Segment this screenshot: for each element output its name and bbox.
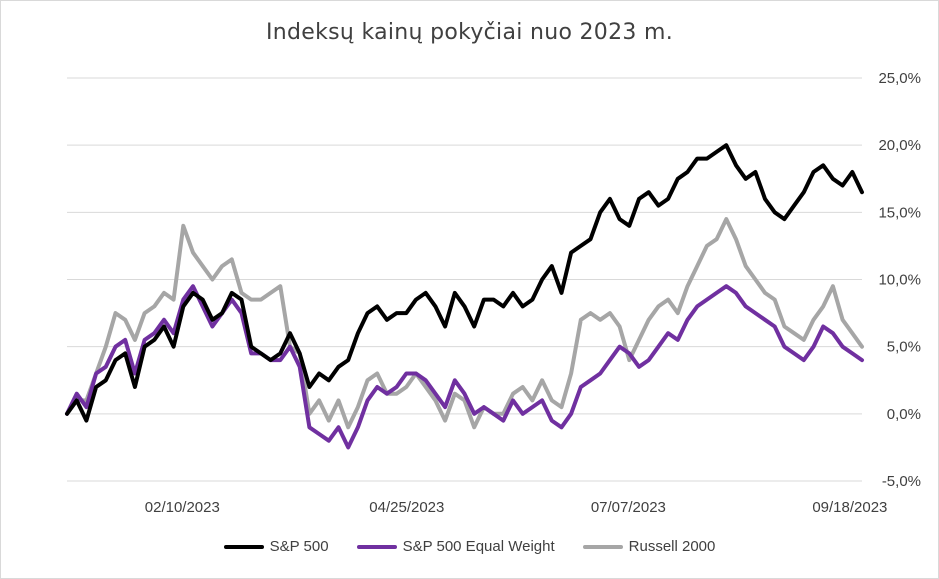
series-line-2 bbox=[65, 217, 864, 430]
x-axis-ticks: 02/10/2023 04/25/2023 07/07/2023 09/18/2023 bbox=[145, 499, 888, 516]
legend-swatch-sp500-ew bbox=[356, 544, 397, 549]
x-tick-label: 02/10/2023 bbox=[145, 499, 220, 516]
y-tick-label: 5,0% bbox=[887, 339, 921, 356]
legend-label-russell: Russell 2000 bbox=[628, 538, 716, 555]
legend: S&P 500 S&P 500 Equal Weight Russell 200… bbox=[0, 538, 939, 555]
legend-item-sp500: S&P 500 bbox=[223, 538, 329, 555]
y-axis-ticks: -5,0% 0,0% 5,0% 10,0% 15,0% 20,0% 25,0% bbox=[878, 70, 921, 490]
x-tick-label: 04/25/2023 bbox=[369, 499, 444, 516]
legend-item-sp500-ew: S&P 500 Equal Weight bbox=[356, 538, 555, 555]
series-lines bbox=[65, 143, 864, 450]
legend-swatch-sp500 bbox=[223, 544, 264, 549]
legend-swatch-russell bbox=[582, 544, 623, 549]
y-tick-label: 20,0% bbox=[878, 137, 921, 154]
y-tick-label: 10,0% bbox=[878, 272, 921, 289]
x-tick-label: 07/07/2023 bbox=[591, 499, 666, 516]
x-tick-label: 09/18/2023 bbox=[812, 499, 887, 516]
series-line-0 bbox=[65, 143, 864, 423]
chart-title: Indeksų kainų pokyčiai nuo 2023 m. bbox=[265, 20, 674, 45]
legend-item-russell: Russell 2000 bbox=[582, 538, 716, 555]
y-tick-label: 0,0% bbox=[887, 406, 921, 423]
legend-label-sp500: S&P 500 bbox=[269, 538, 329, 555]
y-tick-label: 25,0% bbox=[878, 70, 921, 87]
y-tick-label: 15,0% bbox=[878, 204, 921, 221]
gridlines bbox=[67, 77, 862, 482]
y-tick-label: -5,0% bbox=[882, 473, 921, 490]
legend-label-sp500-ew: S&P 500 Equal Weight bbox=[402, 538, 555, 555]
